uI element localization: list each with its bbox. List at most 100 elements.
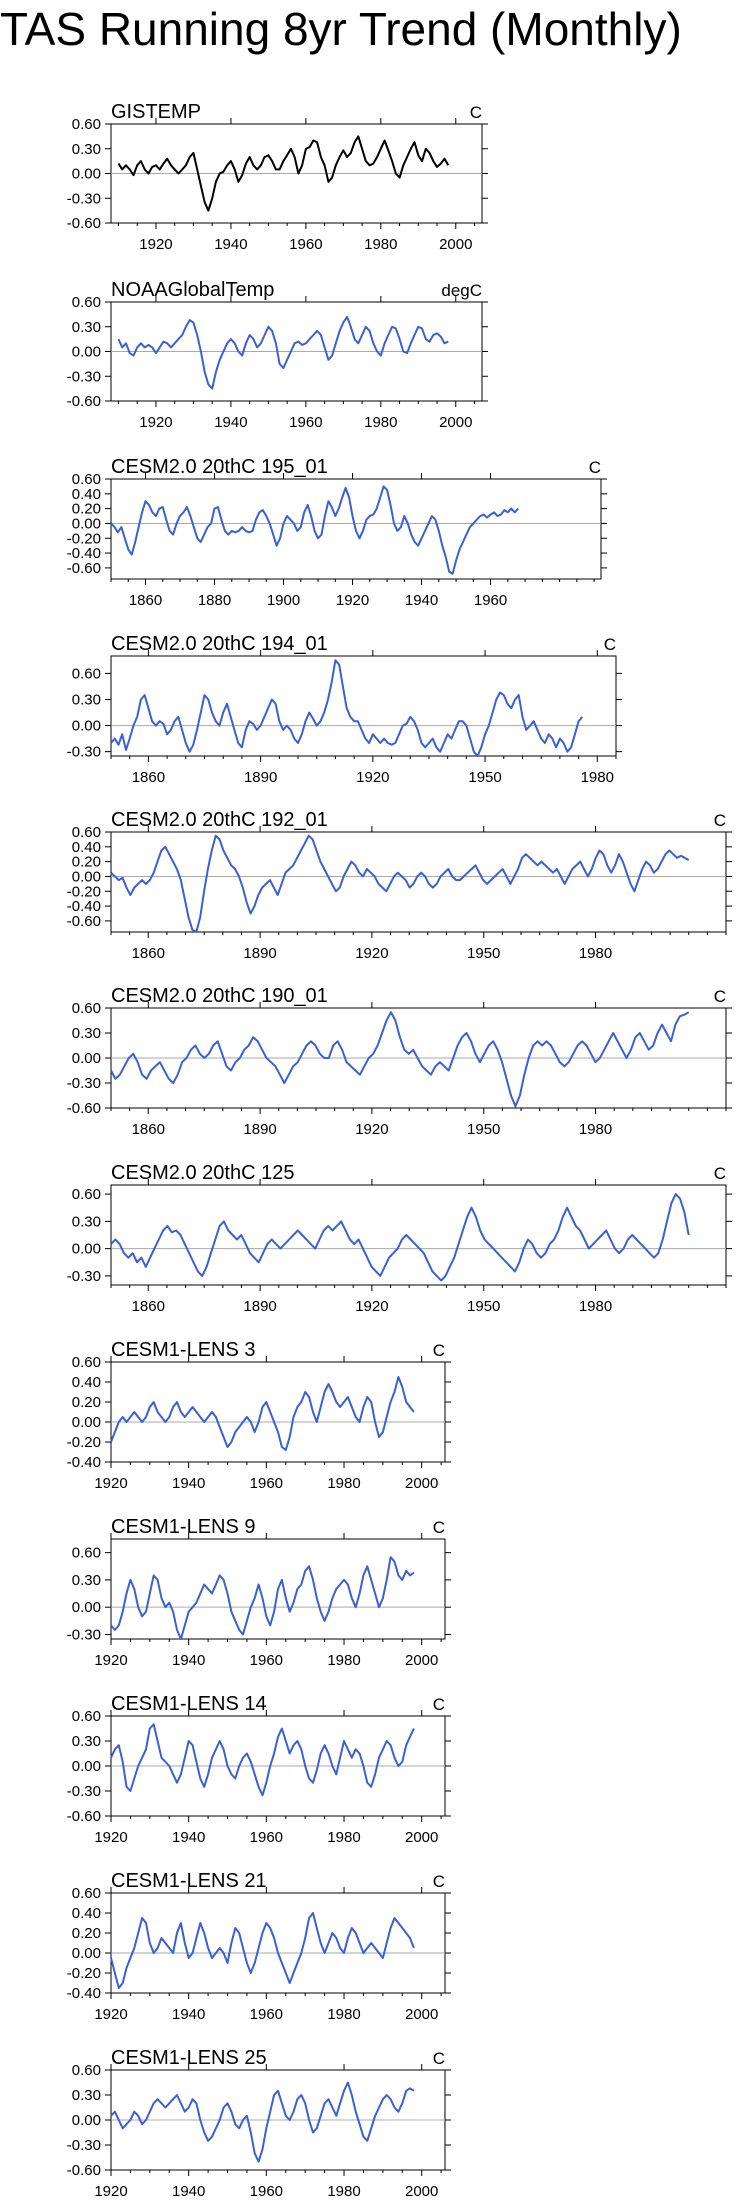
x-tick-label: 1860 xyxy=(132,1121,165,1138)
y-tick-label: -0.60 xyxy=(67,560,101,577)
chart-units: C xyxy=(470,103,482,122)
chart-title: GISTEMP xyxy=(111,101,201,123)
y-tick-label: 0.00 xyxy=(72,1050,101,1067)
x-tick-label: 1900 xyxy=(267,592,300,609)
y-tick-label: -0.60 xyxy=(67,1808,101,1825)
series-line xyxy=(110,1011,690,1108)
chart-panel-7: CESM2.0 20thC 125 C 0.60 0.30 0.00 -0.30 1860 1… xyxy=(67,1162,732,1315)
x-tick-label: 1920 xyxy=(94,1652,127,1669)
chart-panel-9: CESM1-LENS 9 C 0.60 0.30 0.00 -0.30 1920 1940 19… xyxy=(67,1516,451,1669)
x-tick-label: 1920 xyxy=(355,1298,388,1315)
series-line xyxy=(110,1912,415,1989)
plot-frame xyxy=(110,1892,446,1994)
plot-frame xyxy=(110,478,602,580)
y-tick-label: -0.30 xyxy=(67,744,101,761)
plot-frame xyxy=(110,1538,446,1640)
y-tick-label: -0.60 xyxy=(67,393,101,410)
series-line xyxy=(110,2081,415,2163)
x-tick-label: 1940 xyxy=(172,2006,205,2023)
chart-panel-1: GISTEMP C 0.60 0.30 0.00 -0.30 -0.60 1920 1940 19… xyxy=(67,101,488,253)
series-line xyxy=(110,1556,415,1640)
plot-frame xyxy=(110,1361,446,1463)
x-tick-label: 1940 xyxy=(172,1475,205,1492)
x-tick-label: 1980 xyxy=(327,1652,360,1669)
x-tick-label: 2000 xyxy=(439,414,472,431)
chart-panel-8: CESM1-LENS 3 C 0.60 0.40 0.20 0.00 -0.20 -0.40 1… xyxy=(67,1339,451,1492)
x-tick-label: 1980 xyxy=(327,1829,360,1846)
chart-units: C xyxy=(604,635,616,654)
x-tick-label: 1920 xyxy=(94,1829,127,1846)
y-tick-label: 0.30 xyxy=(72,691,101,708)
x-tick-label: 1920 xyxy=(139,236,172,253)
x-tick-label: 1860 xyxy=(129,592,162,609)
chart-units: C xyxy=(714,987,726,1006)
y-tick-label: 0.00 xyxy=(72,1945,101,1962)
y-tick-label: 0.40 xyxy=(72,1905,101,1922)
y-tick-label: -0.20 xyxy=(67,530,101,547)
series-line xyxy=(110,834,690,933)
x-tick-label: 1980 xyxy=(581,769,614,786)
y-tick-label: 0.00 xyxy=(72,718,101,735)
y-tick-label: 0.30 xyxy=(72,2087,101,2104)
y-tick-label: -0.30 xyxy=(67,190,101,207)
x-tick-label: 1960 xyxy=(250,2006,283,2023)
y-tick-label: -0.30 xyxy=(67,1783,101,1800)
x-tick-label: 1890 xyxy=(243,945,276,962)
x-tick-label: 2000 xyxy=(405,2183,438,2200)
x-tick-label: 2000 xyxy=(405,1652,438,1669)
chart-title: CESM1-LENS 9 xyxy=(111,1516,256,1538)
x-tick-label: 1980 xyxy=(579,945,612,962)
x-tick-label: 1950 xyxy=(467,1121,500,1138)
x-tick-label: 1920 xyxy=(94,1475,127,1492)
x-tick-label: 1980 xyxy=(579,1298,612,1315)
x-tick-label: 1890 xyxy=(244,769,277,786)
x-tick-label: 1980 xyxy=(364,414,397,431)
y-tick-label: 0.00 xyxy=(72,1758,101,1775)
x-tick-label: 1940 xyxy=(405,592,438,609)
x-tick-label: 1940 xyxy=(172,2183,205,2200)
x-tick-label: 1980 xyxy=(327,2183,360,2200)
chart-panel-3: CESM2.0 20thC 195_01 C0.600.400.200.00-0.… xyxy=(67,456,607,609)
series-line xyxy=(110,1376,415,1451)
chart-units: C xyxy=(433,1341,445,1360)
y-tick-label: -0.20 xyxy=(67,1434,101,1451)
x-tick-label: 1920 xyxy=(139,414,172,431)
x-tick-label: 1980 xyxy=(579,1121,612,1138)
y-tick-label: 0.30 xyxy=(72,141,101,158)
y-tick-label: 0.30 xyxy=(72,1213,101,1230)
y-tick-label: 0.20 xyxy=(72,1925,101,1942)
x-tick-label: 1920 xyxy=(355,1121,388,1138)
y-tick-label: 0.00 xyxy=(72,515,101,532)
x-tick-label: 1950 xyxy=(468,769,501,786)
y-tick-label: -0.60 xyxy=(67,1100,101,1117)
x-tick-label: 1960 xyxy=(250,1475,283,1492)
x-tick-label: 1960 xyxy=(250,1652,283,1669)
chart-panel-4: CESM2.0 20thC 194_01 C 0.60 0.30 0.00 -0.30 18… xyxy=(67,633,622,786)
plot-frame xyxy=(110,831,727,933)
chart-title: CESM2.0 20thC 125 xyxy=(111,1162,294,1184)
y-tick-label: 0.00 xyxy=(72,1414,101,1431)
x-tick-label: 1960 xyxy=(250,2183,283,2200)
chart-title: CESM2.0 20thC 195_01 xyxy=(111,456,328,478)
y-tick-label: 0.00 xyxy=(72,1241,101,1258)
x-tick-label: 1940 xyxy=(214,414,247,431)
y-tick-label: -0.40 xyxy=(67,1454,101,1471)
series-line xyxy=(110,1723,415,1797)
y-tick-label: 0.60 xyxy=(72,2062,101,2079)
x-tick-label: 1860 xyxy=(132,1298,165,1315)
y-tick-label: 0.20 xyxy=(72,1394,101,1411)
series-line xyxy=(117,315,449,390)
chart-panel-6: CESM2.0 20thC 190_01 C 0.60 0.30 0.00 -0.30 -0… xyxy=(67,985,732,1138)
chart-panel-5: CESM2.0 20thC 192_01 C0.600.400.200.00-0.… xyxy=(67,809,732,962)
chart-title: CESM1-LENS 14 xyxy=(111,1693,267,1715)
y-tick-label: 0.60 xyxy=(72,824,101,841)
y-tick-label: -0.60 xyxy=(67,913,101,930)
y-tick-label: 0.30 xyxy=(72,319,101,336)
x-tick-label: 1920 xyxy=(336,592,369,609)
y-tick-label: -0.30 xyxy=(67,2137,101,2154)
chart-units: degC xyxy=(441,281,482,300)
chart-title: CESM1-LENS 3 xyxy=(111,1339,256,1361)
series-line xyxy=(110,659,584,757)
x-tick-label: 1960 xyxy=(289,236,322,253)
x-tick-label: 1920 xyxy=(356,769,389,786)
